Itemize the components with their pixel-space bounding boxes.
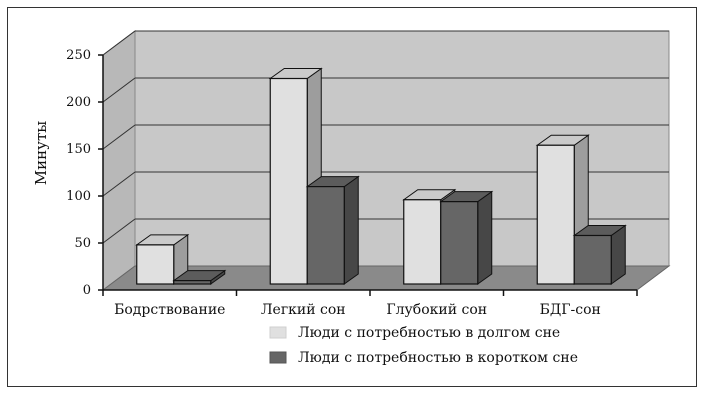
bar — [536, 144, 575, 285]
legend-swatch — [269, 326, 287, 339]
y-axis-label: Минуты — [32, 121, 50, 185]
x-tick-label: Глубокий сон — [386, 302, 487, 318]
y-tick-label: 0 — [83, 283, 91, 298]
gridline — [102, 30, 136, 56]
bar — [440, 201, 479, 285]
y-tick-label: 150 — [66, 142, 91, 157]
bar — [306, 186, 345, 285]
bar — [173, 280, 212, 285]
x-tick-label: БДГ-сон — [540, 302, 601, 318]
bar — [403, 199, 442, 285]
x-tick-labels: Бодрствование Легкий сон Глубокий сон БДГ-с… — [114, 302, 601, 318]
legend-label: Люди с потребностью в коротком сне — [298, 350, 578, 366]
y-tick-label: 50 — [74, 236, 91, 251]
y-tick-label: 250 — [66, 48, 91, 63]
axes — [98, 54, 638, 296]
chart-frame — [7, 7, 697, 387]
legend-swatch — [269, 351, 287, 364]
x-tick-label: Легкий сон — [261, 302, 346, 318]
side-wall — [102, 30, 136, 291]
bar-side — [477, 190, 493, 285]
bar-side — [343, 175, 359, 285]
legend-label: Люди с потребностью в долгом сне — [298, 325, 560, 341]
bar — [136, 244, 175, 285]
bar — [269, 77, 308, 285]
legend: Люди с потребностью в долгом сне Люди с п… — [269, 325, 578, 366]
bar — [573, 234, 612, 285]
gridline — [102, 218, 136, 244]
x-tick-label: Бодрствование — [114, 302, 225, 318]
y-tick-labels: 0 50 100 150 200 250 — [66, 48, 91, 298]
gridline — [102, 77, 136, 103]
y-tick-label: 100 — [66, 189, 91, 204]
gridline — [102, 124, 136, 150]
y-tick-label: 200 — [66, 95, 91, 110]
bars — [135, 67, 627, 285]
gridline — [102, 171, 136, 197]
